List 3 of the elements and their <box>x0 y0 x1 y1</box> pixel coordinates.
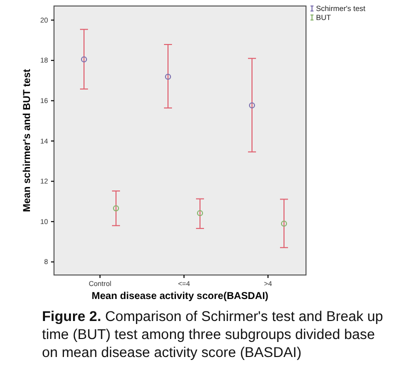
x-axis-title: Mean disease activity score(BASDAI) <box>92 291 268 302</box>
text: Figure 2. Comparison of Schirmer's test and Break up time (BUT) test among three subgroups divided base on mean disease activity score (BASDAI) <box>42 309 384 361</box>
y-axis-title: Mean schirmer's and BUT test <box>22 68 33 212</box>
